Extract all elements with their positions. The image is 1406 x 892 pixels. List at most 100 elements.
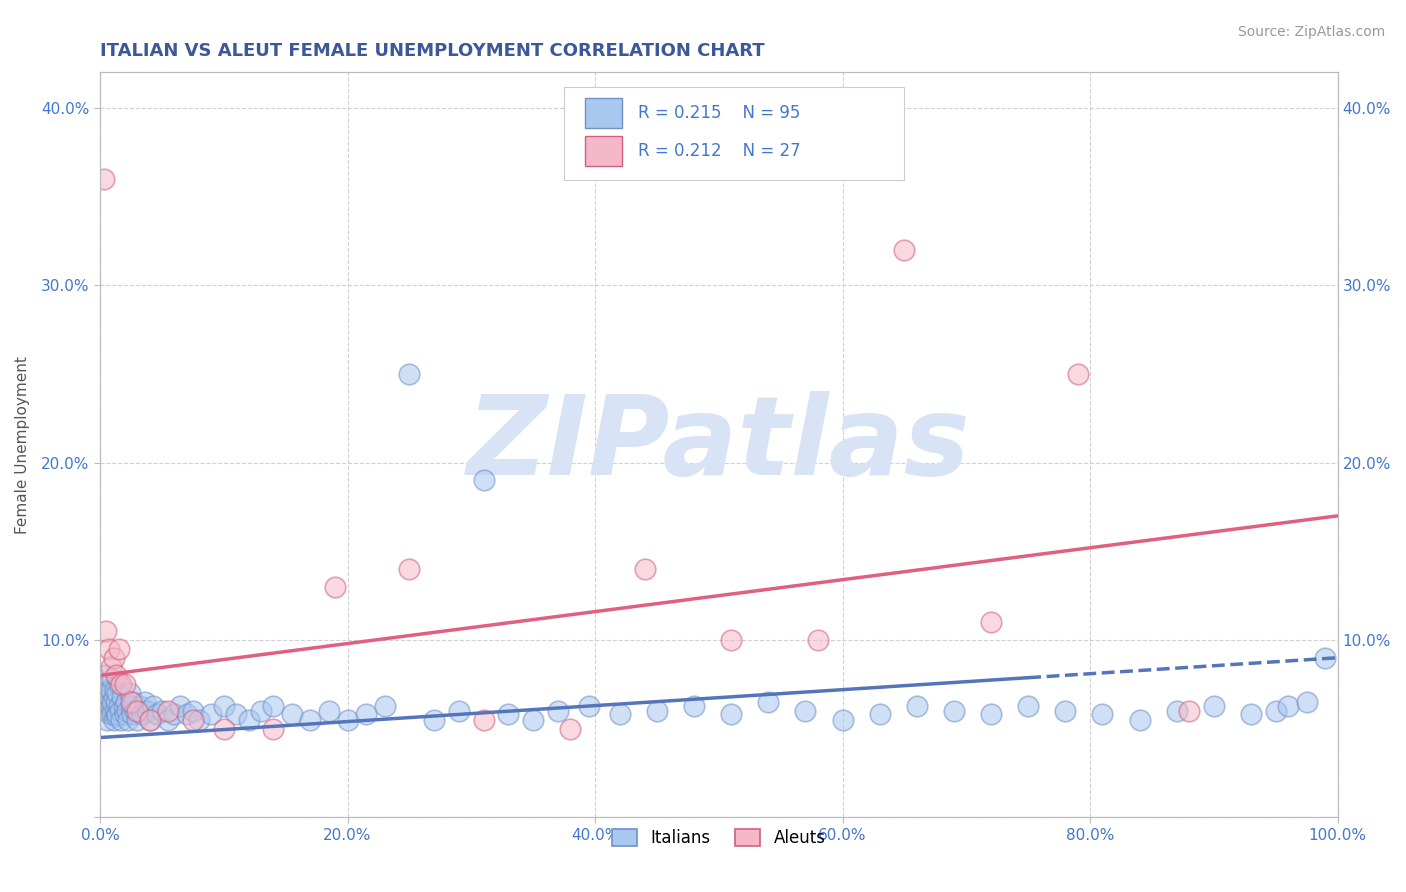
Point <box>869 707 891 722</box>
Point <box>96 624 118 639</box>
Point <box>97 682 120 697</box>
Point <box>134 695 156 709</box>
Point <box>107 698 129 713</box>
Point <box>1129 713 1152 727</box>
Point <box>104 682 127 697</box>
Point <box>423 713 446 727</box>
Point <box>262 722 284 736</box>
Point <box>522 713 544 727</box>
Point <box>117 704 139 718</box>
Point <box>94 677 117 691</box>
Point <box>100 659 122 673</box>
Point <box>115 695 138 709</box>
Point <box>354 707 377 722</box>
Point <box>101 672 124 686</box>
Text: ZIPatlas: ZIPatlas <box>467 392 970 499</box>
Text: R = 0.212    N = 27: R = 0.212 N = 27 <box>638 142 801 160</box>
Point <box>794 704 817 718</box>
Point <box>93 695 115 709</box>
Point <box>105 707 128 722</box>
Point <box>96 686 118 700</box>
Point <box>118 686 141 700</box>
Point <box>447 704 470 718</box>
Point <box>103 713 125 727</box>
Point <box>299 713 322 727</box>
Point <box>97 695 120 709</box>
Point <box>188 713 211 727</box>
Point <box>1202 698 1225 713</box>
Point <box>98 707 121 722</box>
Point <box>281 707 304 722</box>
Point <box>831 713 853 727</box>
Point <box>1091 707 1114 722</box>
Point <box>121 707 143 722</box>
Point <box>1017 698 1039 713</box>
Point <box>1315 650 1337 665</box>
Point <box>128 698 150 713</box>
Point <box>181 713 204 727</box>
Point <box>498 707 520 722</box>
Point <box>980 707 1002 722</box>
Point <box>169 698 191 713</box>
FancyBboxPatch shape <box>585 136 623 166</box>
FancyBboxPatch shape <box>564 87 904 180</box>
Point <box>97 641 120 656</box>
Point <box>893 243 915 257</box>
Point <box>96 713 118 727</box>
Legend: Italians, Aleuts: Italians, Aleuts <box>605 822 832 854</box>
Point <box>136 704 159 718</box>
Point <box>157 713 180 727</box>
Point <box>103 690 125 704</box>
Point <box>807 632 830 647</box>
Point <box>114 677 136 691</box>
Point <box>122 695 145 709</box>
Point <box>105 695 128 709</box>
Point <box>100 700 122 714</box>
Point <box>547 704 569 718</box>
Point <box>150 704 173 718</box>
Text: ITALIAN VS ALEUT FEMALE UNEMPLOYMENT CORRELATION CHART: ITALIAN VS ALEUT FEMALE UNEMPLOYMENT COR… <box>100 42 765 60</box>
Point <box>756 695 779 709</box>
Point <box>96 668 118 682</box>
Point <box>336 713 359 727</box>
Point <box>225 707 247 722</box>
Point <box>1178 704 1201 718</box>
Point <box>318 704 340 718</box>
Point <box>1240 707 1263 722</box>
Point <box>124 704 146 718</box>
Point <box>105 668 128 682</box>
Point <box>117 713 139 727</box>
Point <box>472 474 495 488</box>
Point <box>200 707 222 722</box>
Point <box>127 713 149 727</box>
Point <box>110 677 132 691</box>
Point <box>110 713 132 727</box>
Point <box>98 690 121 704</box>
Point <box>720 707 742 722</box>
Point <box>100 684 122 698</box>
Point <box>1295 695 1317 709</box>
Point <box>212 698 235 713</box>
Point <box>108 704 131 718</box>
Point <box>943 704 966 718</box>
Point <box>578 698 600 713</box>
Point <box>131 707 153 722</box>
Point <box>105 686 128 700</box>
Point <box>112 700 135 714</box>
Point <box>142 698 165 713</box>
Point <box>114 707 136 722</box>
Point <box>720 632 742 647</box>
Point <box>138 713 160 727</box>
Point <box>107 641 129 656</box>
Point <box>645 704 668 718</box>
Point <box>176 707 198 722</box>
Point <box>103 650 125 665</box>
Point <box>120 698 142 713</box>
Point <box>238 713 260 727</box>
Point <box>398 367 420 381</box>
Point <box>905 698 928 713</box>
Point <box>1166 704 1188 718</box>
Point <box>157 704 180 718</box>
Point <box>120 695 142 709</box>
Point <box>633 562 655 576</box>
